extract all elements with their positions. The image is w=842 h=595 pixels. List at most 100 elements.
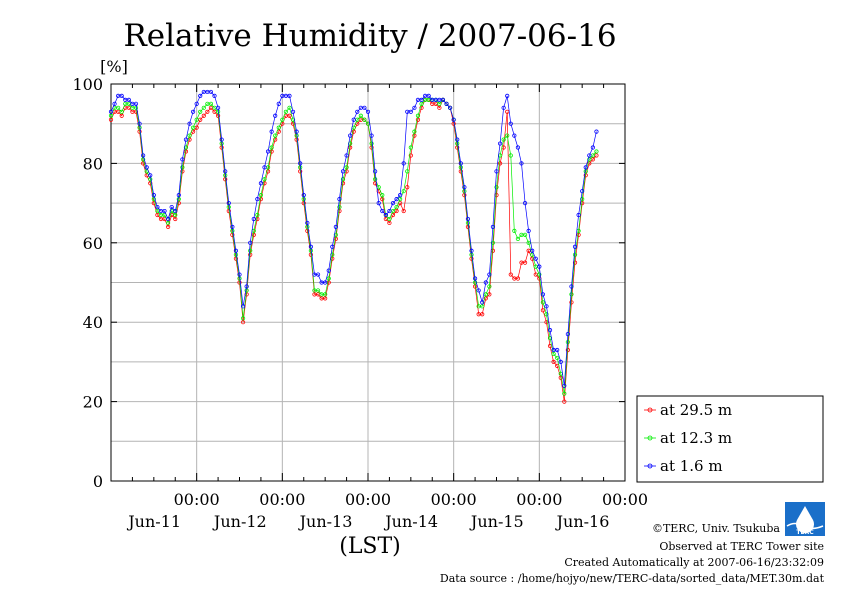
data-point <box>515 145 521 150</box>
data-point <box>415 113 421 118</box>
data-point <box>483 280 488 285</box>
data-point <box>137 121 142 126</box>
data-point <box>369 141 374 146</box>
data-point <box>508 153 513 158</box>
series-at-12-3-m <box>108 97 599 396</box>
grid-lines <box>111 84 626 481</box>
data-point <box>308 244 313 249</box>
data-point <box>555 355 560 361</box>
data-point <box>326 276 331 281</box>
data-point <box>148 173 153 178</box>
data-point <box>205 109 210 114</box>
data-point <box>408 145 413 150</box>
data-point <box>262 165 267 170</box>
x-tick-date-label: Jun-16 <box>555 512 610 531</box>
data-series <box>108 89 599 404</box>
data-point <box>201 105 206 110</box>
data-point <box>269 145 274 150</box>
data-point <box>594 153 599 158</box>
data-point <box>576 212 581 218</box>
legend-label: at 1.6 m <box>660 457 723 475</box>
data-point <box>494 169 499 174</box>
data-point <box>537 272 542 277</box>
y-axis-ticks: 0 20 40 60 80 100 <box>72 75 625 491</box>
data-point <box>458 161 463 166</box>
data-point <box>255 197 260 202</box>
data-point <box>451 117 456 122</box>
y-tick-label: 0 <box>93 472 103 491</box>
data-point <box>512 228 517 233</box>
data-point <box>108 113 114 118</box>
data-point <box>187 133 192 138</box>
series-at-1-6-m <box>108 89 599 388</box>
data-point <box>451 121 456 126</box>
data-point <box>540 300 546 305</box>
data-point <box>208 101 214 106</box>
data-point <box>583 169 588 174</box>
data-point <box>116 105 121 110</box>
data-point <box>166 224 171 230</box>
data-point <box>587 161 592 166</box>
data-point <box>340 177 346 182</box>
data-point <box>362 105 367 110</box>
data-point <box>565 332 570 337</box>
data-point <box>565 347 570 353</box>
data-point <box>369 133 374 138</box>
data-point <box>183 137 189 142</box>
data-point <box>255 212 260 218</box>
x-tick-time-label: 00:00 <box>259 490 305 509</box>
data-point <box>119 109 124 114</box>
data-point <box>244 284 249 289</box>
data-point <box>183 149 189 154</box>
data-point <box>133 105 139 110</box>
data-point <box>522 201 528 206</box>
data-point <box>408 153 413 158</box>
data-point <box>298 161 303 166</box>
y-tick-label: 20 <box>83 393 103 412</box>
data-point <box>515 236 521 241</box>
data-point <box>501 137 506 142</box>
data-point <box>562 399 567 404</box>
data-point <box>562 391 567 396</box>
data-point <box>287 105 292 110</box>
data-point <box>408 109 413 114</box>
data-point <box>365 109 371 114</box>
data-point <box>155 204 160 210</box>
data-point <box>269 129 274 134</box>
data-point <box>480 304 485 309</box>
series-line <box>110 99 597 402</box>
data-point <box>373 177 378 182</box>
legend-swatch-marker <box>647 463 653 469</box>
data-point <box>487 284 492 289</box>
data-point <box>555 347 560 353</box>
data-point <box>526 240 531 245</box>
data-point <box>533 256 538 261</box>
data-point <box>248 248 253 253</box>
data-point <box>419 101 424 106</box>
data-point <box>358 113 363 118</box>
data-point <box>526 228 531 233</box>
data-point <box>412 129 417 134</box>
x-tick-time-label: 00:00 <box>516 490 562 509</box>
data-point <box>398 193 403 198</box>
data-point <box>148 177 153 182</box>
data-point <box>483 296 488 301</box>
data-point <box>233 248 239 253</box>
data-point <box>383 212 388 218</box>
data-point <box>544 312 549 317</box>
data-point <box>572 252 578 257</box>
data-point <box>551 351 556 357</box>
data-point <box>590 145 595 150</box>
data-point <box>547 328 553 333</box>
data-point <box>494 185 499 190</box>
data-point <box>176 197 181 202</box>
data-point <box>472 280 478 285</box>
data-point <box>515 276 521 281</box>
legend-label: at 12.3 m <box>660 429 732 447</box>
data-point <box>344 153 349 158</box>
data-point <box>480 312 485 317</box>
data-point <box>497 161 503 166</box>
terc-logo: TERC <box>785 502 825 536</box>
observation-site-text: Observed at TERC Tower site <box>659 540 824 553</box>
y-axis-unit-label: [%] <box>100 57 128 76</box>
